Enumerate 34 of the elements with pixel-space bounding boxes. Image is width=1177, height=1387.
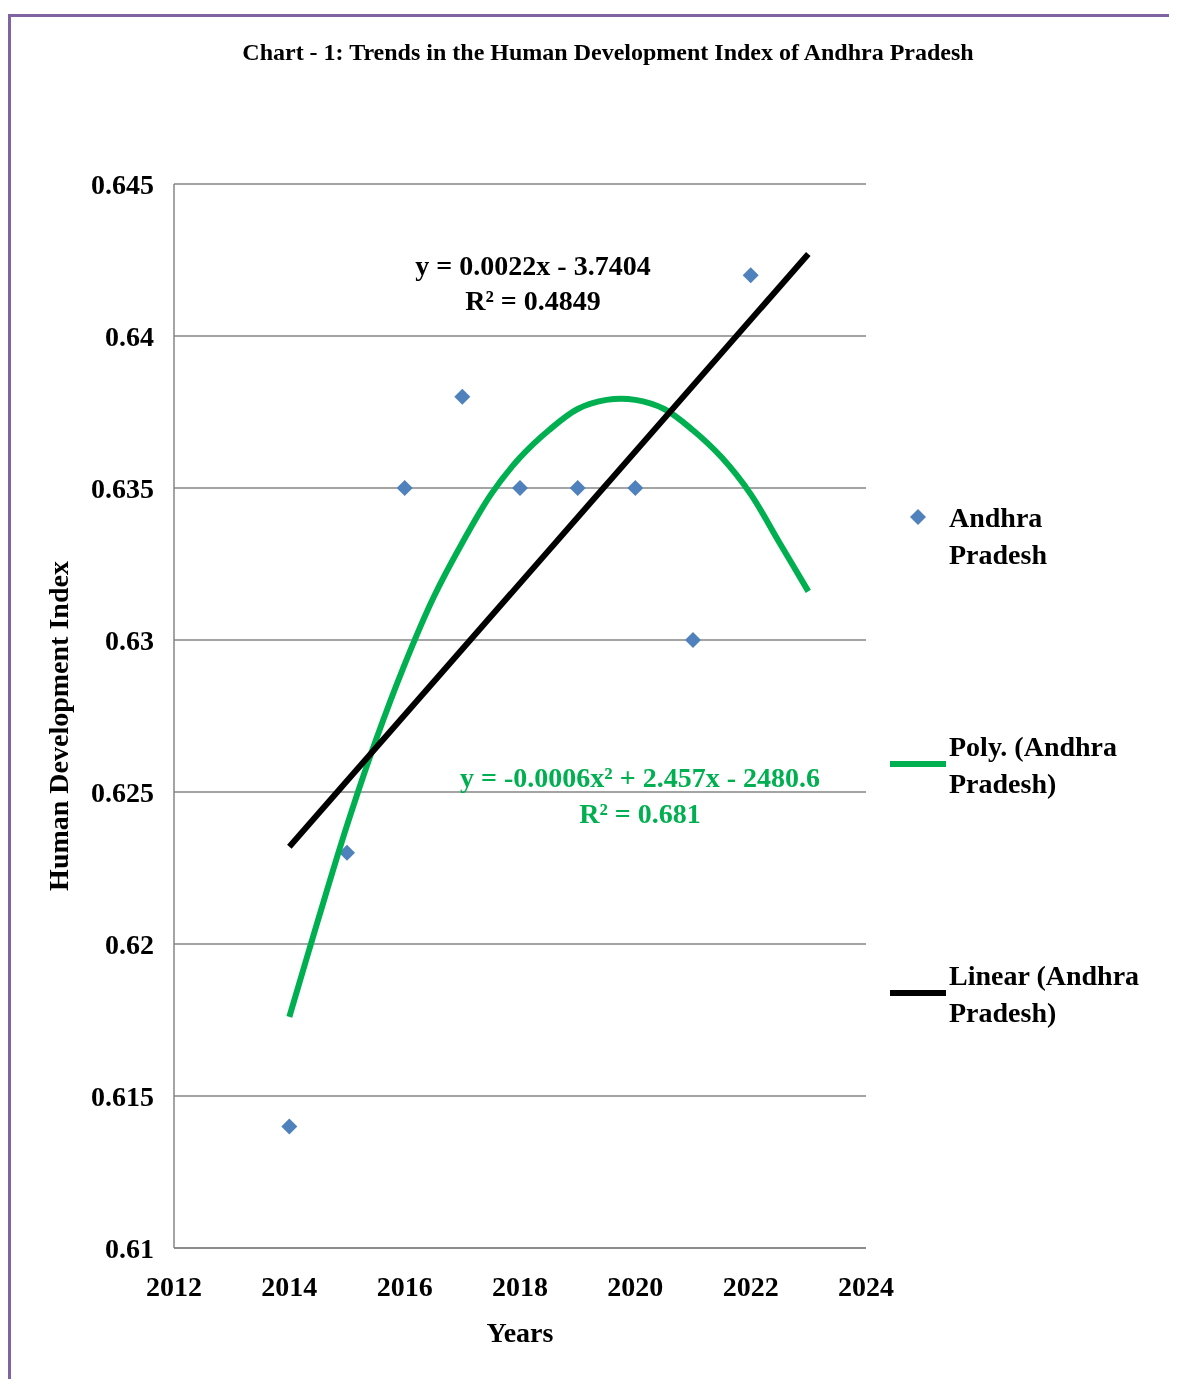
y-tick-label: 0.615 [91, 1080, 154, 1112]
point [627, 480, 644, 496]
y-axis-title: Human Development Index [43, 561, 74, 891]
point [512, 480, 528, 496]
y-tick-label: 0.635 [91, 472, 154, 504]
y-tick-label: 0.63 [105, 624, 154, 656]
x-tick-label: 2024 [838, 1271, 894, 1302]
y-tick-label: 0.64 [105, 320, 154, 352]
annotation: R² = 0.681 [579, 797, 701, 829]
point [396, 480, 413, 496]
y-tick-label: 0.61 [105, 1232, 154, 1264]
x-tick-label: 2018 [492, 1271, 548, 1302]
point [569, 480, 586, 496]
annotation: y = 0.0022x - 3.7404 [415, 249, 651, 281]
chart-title: Chart - 1: Trends in the Human Development Index of Andhra Pradesh [242, 39, 974, 65]
point [685, 632, 701, 648]
legend-label: Linear (Andhra Pradesh) [949, 959, 1140, 1028]
x-tick-label: 2022 [722, 1271, 779, 1302]
point [454, 388, 471, 405]
point [742, 267, 759, 284]
annotation: R² = 0.4849 [465, 284, 601, 316]
legend-label: Andhra Pradesh [949, 501, 1048, 570]
y-tick-label: 0.645 [91, 168, 154, 200]
x-tick-label: 2020 [607, 1271, 664, 1302]
y-tick-label: 0.625 [91, 776, 154, 808]
x-axis-title: Years [486, 1317, 554, 1348]
legend-label: Poly. (Andhra Pradesh) [949, 730, 1118, 799]
y-tick-label: 0.62 [105, 928, 154, 960]
x-tick-label: 2016 [376, 1271, 433, 1302]
point [339, 844, 355, 861]
annotation: y = -0.0006x² + 2.457x - 2480.6 [460, 761, 820, 793]
x-tick-label: 2014 [261, 1271, 318, 1302]
point [281, 1118, 298, 1135]
x-tick-label: 2012 [146, 1271, 202, 1302]
